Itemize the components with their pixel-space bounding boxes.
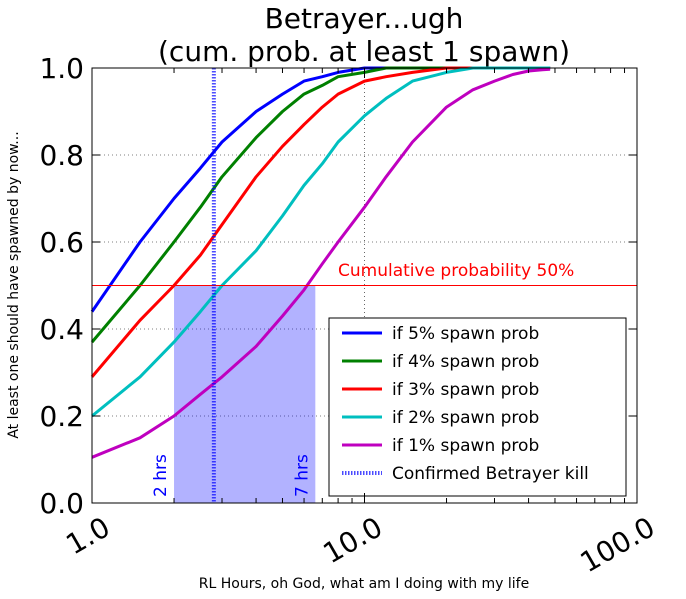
legend-label-5pct: if 5% spawn prob — [392, 324, 539, 344]
y-tick-label: 1.0 — [39, 52, 84, 85]
legend-label-betrayer-kill: Confirmed Betrayer kill — [392, 464, 589, 484]
series-line-4 — [91, 67, 551, 459]
chart-title-line-2: (cum. prob. at least 1 spawn) — [158, 35, 570, 68]
reference-lines — [92, 68, 637, 503]
legend-box — [328, 317, 627, 497]
chart-title-line-1: Betrayer...ugh — [265, 2, 464, 35]
shaded-region — [174, 285, 316, 503]
y-axis-label: At least one should have spawned by now.… — [6, 131, 22, 438]
x-axis-label: RL Hours, oh God, what am I doing with m… — [199, 576, 529, 592]
y-tick-label: 0.6 — [39, 226, 84, 259]
legend-label-1pct: if 1% spawn prob — [392, 436, 539, 456]
legend-label-4pct: if 4% spawn prob — [392, 352, 539, 372]
legend-label-3pct: if 3% spawn prob — [392, 380, 539, 400]
y-tick-label: 0.4 — [39, 313, 84, 346]
legend: if 5% spawn prob if 4% spawn prob if 3% … — [328, 317, 627, 497]
shaded-region-layer — [174, 285, 316, 503]
y-tick-label: 0.0 — [39, 487, 84, 520]
y-tick-label: 0.8 — [39, 139, 84, 172]
y-tick-label: 0.2 — [39, 400, 84, 433]
annotation-2-hrs: 2 hrs — [151, 454, 171, 497]
hline-label: Cumulative probability 50% — [338, 261, 574, 281]
annotation-7-hrs: 7 hrs — [292, 454, 312, 497]
legend-label-2pct: if 2% spawn prob — [392, 408, 539, 428]
